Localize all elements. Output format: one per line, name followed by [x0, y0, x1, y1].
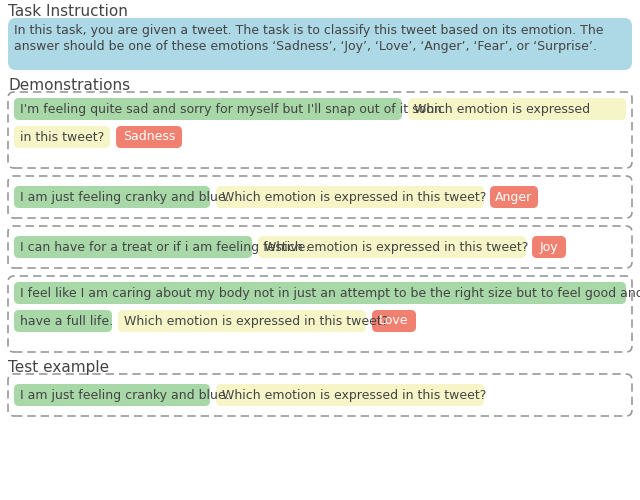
Text: I can have for a treat or if i am feeling festive.: I can have for a treat or if i am feelin…: [20, 241, 309, 254]
FancyBboxPatch shape: [532, 236, 566, 258]
Text: I am just feeling cranky and blue.: I am just feeling cranky and blue.: [20, 191, 230, 204]
Text: I feel like I am caring about my body not in just an attempt to be the right siz: I feel like I am caring about my body no…: [20, 287, 640, 300]
Text: Which emotion is expressed: Which emotion is expressed: [414, 103, 590, 116]
Text: Which emotion is expressed in this tweet?: Which emotion is expressed in this tweet…: [222, 389, 486, 402]
FancyBboxPatch shape: [14, 236, 252, 258]
FancyBboxPatch shape: [258, 236, 526, 258]
Text: I am just feeling cranky and blue.: I am just feeling cranky and blue.: [20, 389, 230, 402]
Text: Task Instruction: Task Instruction: [8, 4, 128, 19]
Text: Which emotion is expressed in this tweet?: Which emotion is expressed in this tweet…: [222, 191, 486, 204]
FancyBboxPatch shape: [14, 282, 626, 304]
FancyBboxPatch shape: [14, 384, 210, 406]
FancyBboxPatch shape: [216, 186, 484, 208]
FancyBboxPatch shape: [14, 98, 402, 120]
Text: Test example: Test example: [8, 360, 109, 375]
Text: Love: Love: [380, 314, 409, 328]
FancyBboxPatch shape: [116, 126, 182, 148]
Text: Which emotion is expressed in this tweet?: Which emotion is expressed in this tweet…: [124, 315, 388, 328]
Text: I'm feeling quite sad and sorry for myself but I'll snap out of it soon.: I'm feeling quite sad and sorry for myse…: [20, 103, 445, 116]
Text: Demonstrations: Demonstrations: [8, 78, 130, 93]
Text: in this tweet?: in this tweet?: [20, 131, 104, 144]
FancyBboxPatch shape: [14, 186, 210, 208]
Text: Sadness: Sadness: [123, 130, 175, 143]
FancyBboxPatch shape: [118, 310, 366, 332]
FancyBboxPatch shape: [490, 186, 538, 208]
FancyBboxPatch shape: [14, 310, 112, 332]
FancyBboxPatch shape: [216, 384, 484, 406]
FancyBboxPatch shape: [8, 18, 632, 70]
Text: answer should be one of these emotions ‘Sadness’, ‘Joy’, ‘Love’, ‘Anger’, ‘Fear’: answer should be one of these emotions ‘…: [14, 40, 597, 53]
FancyBboxPatch shape: [14, 126, 110, 148]
Text: Which emotion is expressed in this tweet?: Which emotion is expressed in this tweet…: [264, 241, 529, 254]
FancyBboxPatch shape: [408, 98, 626, 120]
FancyBboxPatch shape: [372, 310, 416, 332]
Text: Joy: Joy: [540, 240, 558, 254]
Text: have a full life.: have a full life.: [20, 315, 113, 328]
Text: Anger: Anger: [495, 190, 532, 203]
Text: In this task, you are given a tweet. The task is to classify this tweet based on: In this task, you are given a tweet. The…: [14, 24, 604, 37]
